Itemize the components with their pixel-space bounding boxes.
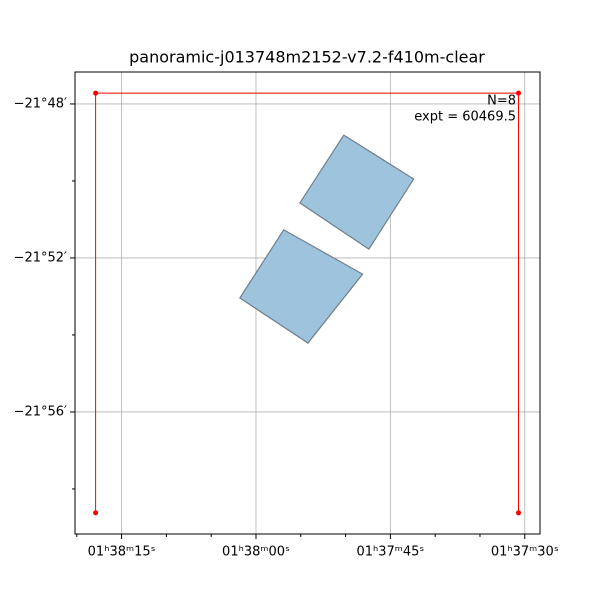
bounds-line xyxy=(95,92,519,513)
x-tick-label: 01ʰ37ᵐ30ˢ xyxy=(491,545,559,560)
bounds-point xyxy=(93,90,99,96)
plot-frame xyxy=(74,71,541,535)
footprint xyxy=(239,229,364,344)
chart-title: panoramic-j013748m2152-v7.2-f410m-clear xyxy=(129,48,485,67)
x-tick-label: 01ʰ37ᵐ45ˢ xyxy=(356,545,424,560)
annotation: expt = 60469.5 xyxy=(414,110,516,125)
y-tick-label: −21°56′ xyxy=(14,404,67,419)
bounds-point xyxy=(515,510,521,516)
y-tick-label: −21°48′ xyxy=(14,96,67,111)
footprint xyxy=(299,134,415,250)
y-tick-label: −21°52′ xyxy=(14,250,67,265)
x-tick-label: 01ʰ38ᵐ00ˢ xyxy=(222,545,290,560)
annotation: N=8 xyxy=(487,94,516,109)
bounds-point xyxy=(515,90,521,96)
bounds-point xyxy=(93,510,99,516)
x-tick-label: 01ʰ38ᵐ15ˢ xyxy=(88,545,156,560)
